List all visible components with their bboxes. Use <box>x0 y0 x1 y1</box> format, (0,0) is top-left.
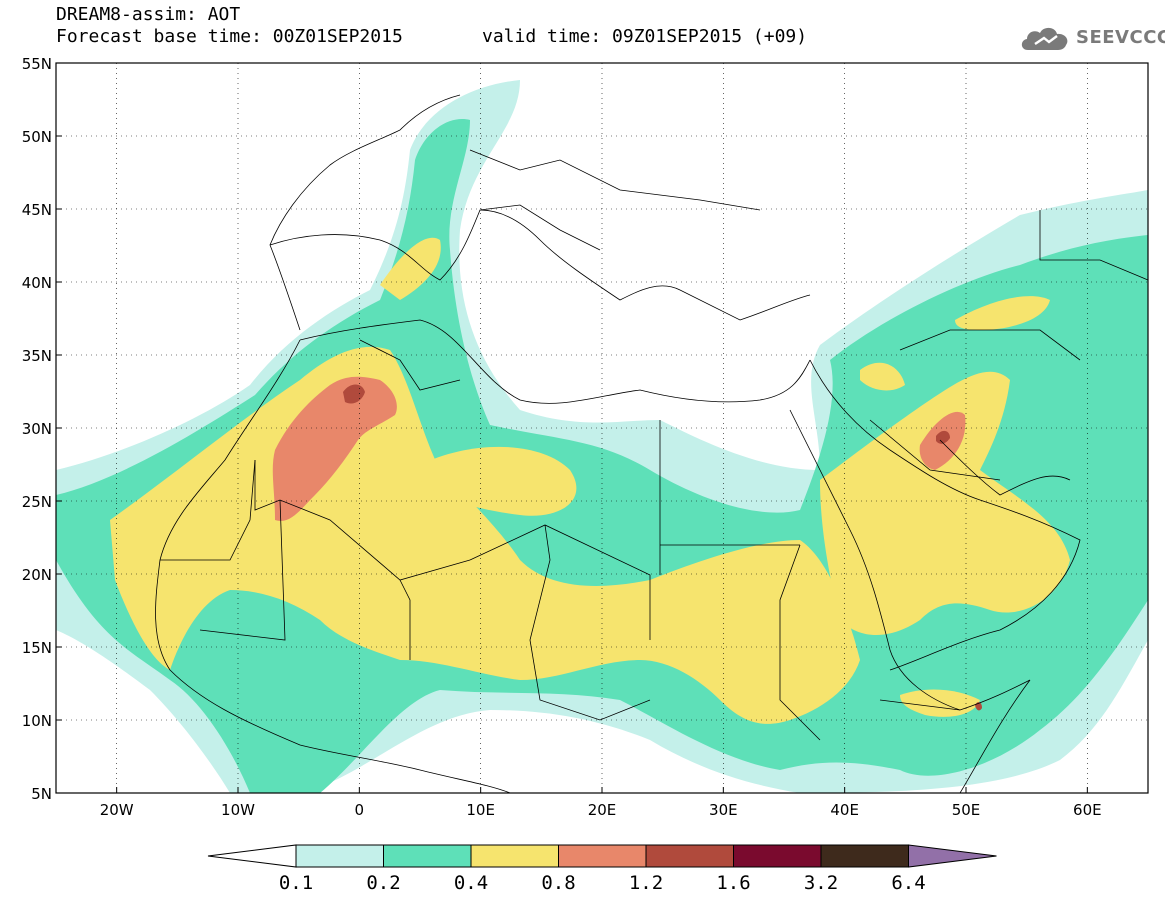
colorbar-swatch <box>558 844 647 868</box>
lon-tick-label: 40E <box>830 801 859 819</box>
border-europe-2 <box>479 204 601 251</box>
border-iran <box>899 329 1081 361</box>
colorbar-level-label: 0.2 <box>366 872 401 894</box>
colorbar-swatch <box>295 844 384 868</box>
colorbar <box>207 844 997 868</box>
base-time: Forecast base time: 00Z01SEP2015 <box>56 26 403 47</box>
colorbar-level-label: 0.4 <box>453 872 489 894</box>
border-sahel-3 <box>469 524 651 640</box>
colorbar-level-label: 0.1 <box>278 872 314 894</box>
colorbar-level-label: 3.2 <box>803 872 839 894</box>
border-caspian-east <box>1039 210 1148 281</box>
aot-contour-field <box>56 80 1148 793</box>
colorbar-swatch <box>820 844 909 868</box>
coastline-red-sea <box>789 409 961 711</box>
header: DREAM8-assim: AOT Forecast base time: 00… <box>56 4 403 48</box>
lat-tick-label: 30N <box>22 420 52 438</box>
lon-tick-label: 50E <box>952 801 981 819</box>
lon-tick-label: 10E <box>466 801 495 819</box>
border-maghreb <box>359 339 461 391</box>
coastline-persian-gulf <box>939 439 1071 496</box>
border-arabia <box>869 419 1001 481</box>
cloud-logo-icon <box>1021 27 1068 50</box>
colorbar-level-label: 0.8 <box>541 872 576 894</box>
lat-tick-label: 10N <box>22 712 52 730</box>
lat-tick-label: 35N <box>22 347 52 365</box>
coastline-mediterranean-south <box>299 319 811 404</box>
valid-time: valid time: 09Z01SEP2015 (+09) <box>482 26 808 47</box>
border-horn-1 <box>779 544 821 741</box>
lat-tick-label: 40N <box>22 274 52 292</box>
model-title: DREAM8-assim: AOT <box>56 4 241 25</box>
aot-band-0.8-sahara <box>272 376 397 521</box>
coastline-horn-of-africa <box>959 679 1031 793</box>
aot-band-0.4-central <box>420 446 577 516</box>
aot-band-1.2-iraq <box>936 430 950 444</box>
border-sahel-1 <box>199 499 286 641</box>
lon-tick-label: 0 <box>355 801 365 819</box>
border-sahara-north <box>254 460 471 581</box>
lat-tick-label: 50N <box>22 128 52 146</box>
colorbar-swatch <box>470 844 559 868</box>
lon-tick-label: 60E <box>1073 801 1102 819</box>
lon-tick-label: 30E <box>709 801 738 819</box>
aot-band-0.4-horn <box>900 689 980 717</box>
aot-band-0.4-arabia <box>820 371 1070 635</box>
lon-tick-label: 10W <box>221 801 255 819</box>
aot-band-0.4-caspian <box>955 296 1050 330</box>
seevccc-logo: SEEVCCC <box>1018 22 1165 54</box>
colorbar-under-arrow <box>207 844 297 868</box>
political-boundaries <box>155 94 1148 793</box>
lat-tick-label: 20N <box>22 566 52 584</box>
lat-tick-label: 5N <box>31 785 52 803</box>
map-gridlines <box>56 63 1148 793</box>
coastline-arabia <box>809 359 1081 671</box>
lat-tick-label: 15N <box>22 639 52 657</box>
logo-text: SEEVCCC <box>1076 27 1165 48</box>
colorbar-over-arrow <box>908 844 997 868</box>
colorbar-swatch <box>383 844 472 868</box>
lat-tick-label: 25N <box>22 493 52 511</box>
aot-band-0.4-iberia <box>380 237 441 300</box>
border-west-africa-coast <box>160 459 256 561</box>
colorbar-level-label: 1.2 <box>628 872 664 894</box>
lat-tick-label: 55N <box>22 55 52 73</box>
aot-band-0.1-island <box>79 624 98 646</box>
colorbar-swatch <box>733 844 822 868</box>
colorbar-swatch <box>645 844 734 868</box>
lon-tick-label: 20W <box>100 801 134 819</box>
border-sahel-2 <box>399 579 411 660</box>
colorbar-level-label: 1.6 <box>716 872 751 894</box>
border-east-africa <box>529 524 651 721</box>
lat-tick-label: 45N <box>22 201 52 219</box>
coastline-europe <box>269 209 811 331</box>
coastline-west-africa <box>155 339 511 793</box>
border-europe-1 <box>469 149 761 211</box>
aot-band-0.4-iraq <box>860 362 905 391</box>
coastline-northwest-europe <box>269 94 461 246</box>
lon-tick-label: 20E <box>588 801 617 819</box>
lat-axis-labels: 55N 50N 45N 40N 35N 30N 25N 20N 15N 10N 5N <box>22 55 62 803</box>
lon-axis-labels: 20W 10W 0 10E 20E 30E 40E 50E 60E <box>100 787 1102 819</box>
border-horn-2 <box>879 699 961 711</box>
colorbar-level-label: 6.4 <box>891 872 926 894</box>
